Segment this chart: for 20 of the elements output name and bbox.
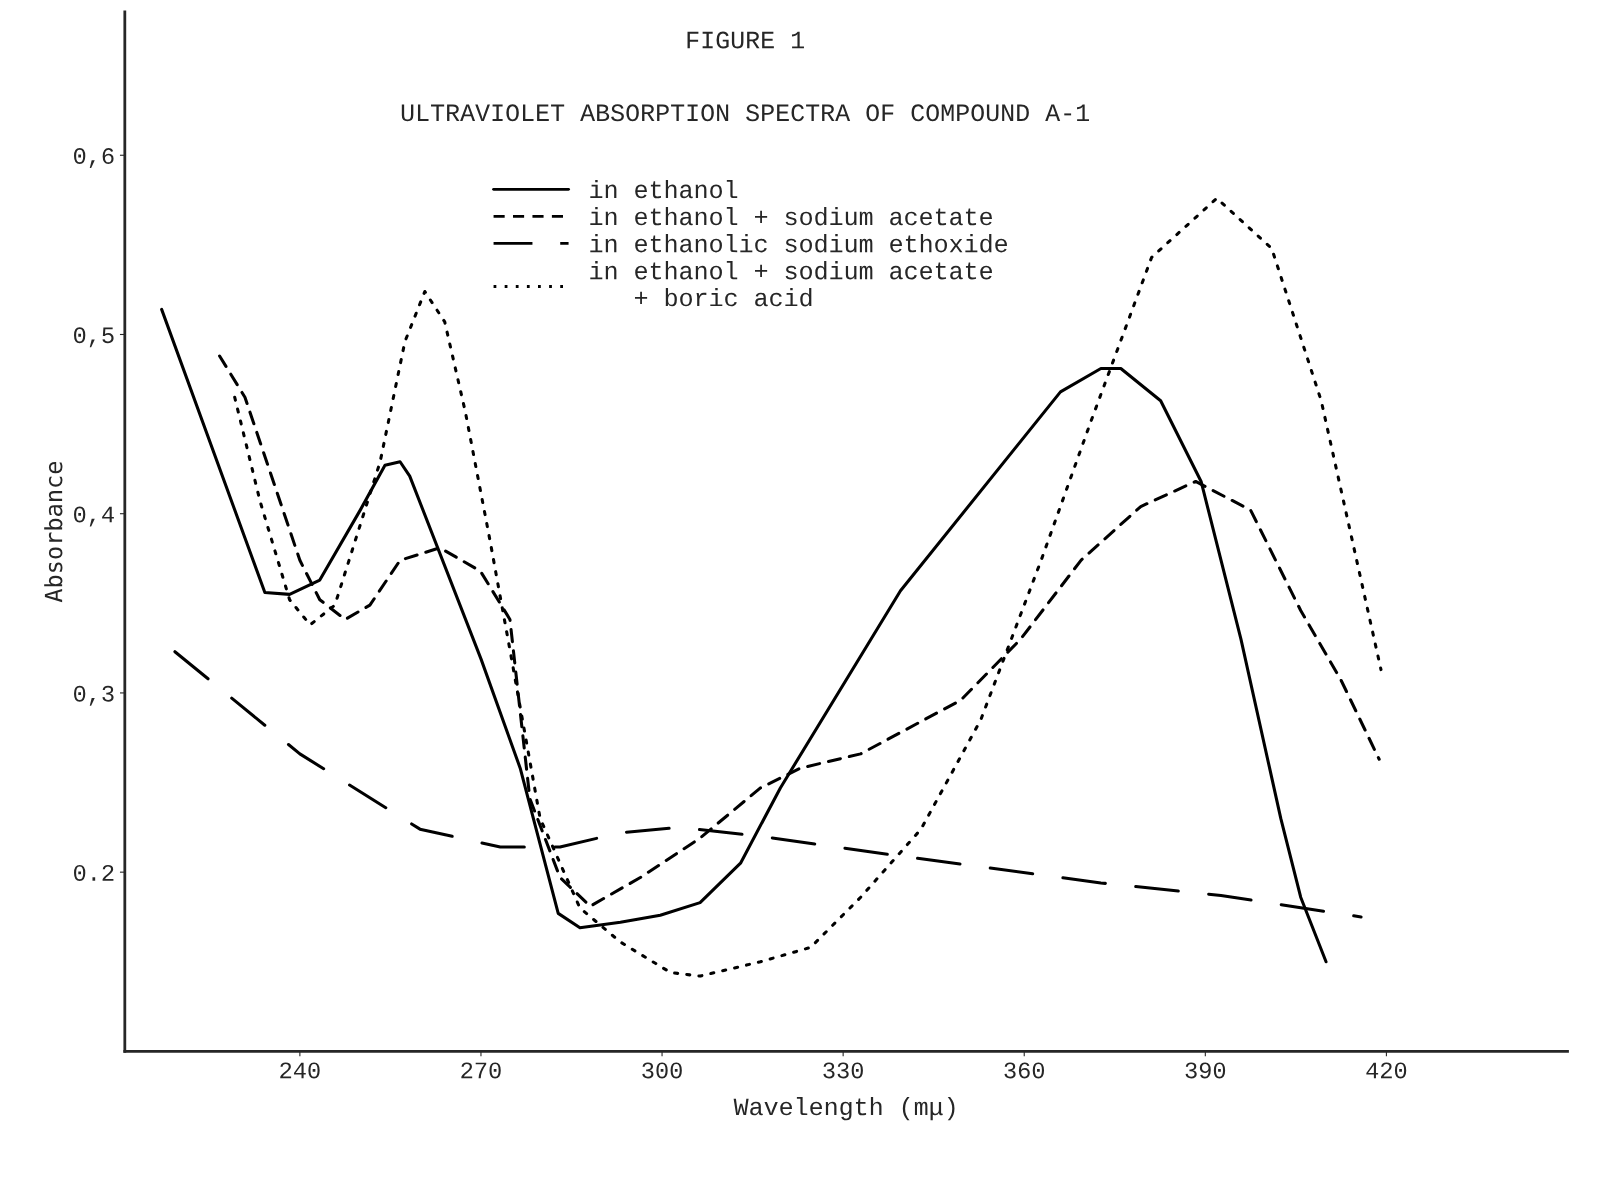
text: ULTRAVIOLET ABSORPTION SPECTRA OF COMPOUND A-1 [401, 104, 1089, 122]
y-tick-label: 0.2 [74, 864, 114, 881]
x-tick-label: 360 [1004, 1062, 1045, 1079]
legend-label: in ethanol + sodium acetate + boric acid [590, 261, 992, 307]
y-axis-title: Absorbance [44, 461, 63, 603]
x-tick-label: 390 [1185, 1062, 1226, 1079]
y-tick-label: 0,6 [74, 148, 114, 168]
y-tick-label: 0,4 [74, 506, 114, 527]
x-tick-label: 330 [823, 1062, 863, 1079]
x-axis-title: Wavelength (mμ) [733, 1097, 955, 1121]
x-tick-label: 240 [280, 1062, 320, 1079]
x-tick-label: 420 [1366, 1062, 1407, 1079]
legend-label: in ethanol [590, 179, 738, 199]
text: FIGURE 1 [687, 31, 804, 49]
x-tick-label: 300 [642, 1062, 682, 1079]
y-tick-label: 0,3 [74, 685, 114, 706]
x-tick-label: 270 [461, 1062, 501, 1079]
legend-label: in ethanol + sodium acetate [590, 206, 992, 226]
y-tick-label: 0,5 [74, 327, 114, 348]
legend-label: in ethanolic sodium ethoxide [590, 234, 1007, 253]
